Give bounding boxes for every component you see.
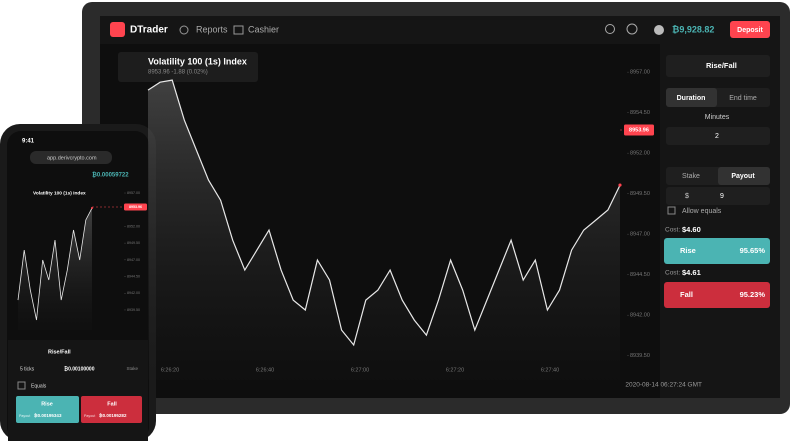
fall-label: Fall (680, 290, 693, 299)
phone-duration: 5 ticks (20, 366, 35, 372)
currency-symbol: $ (685, 193, 689, 200)
amount-input[interactable] (666, 187, 770, 205)
payout-tab: Payout (731, 173, 755, 180)
y-tick-label: 8939.50 (630, 353, 650, 359)
currency-icon (654, 25, 664, 35)
deposit-label: Deposit (737, 27, 763, 34)
phone-fall-payout: ₿0.00195282 (99, 412, 127, 418)
duration-value: 2 (715, 133, 719, 140)
phone-contract: Rise/Fall (48, 349, 71, 355)
nav-reports: Reports (196, 24, 228, 34)
x-tick-label: 6:26:20 (161, 367, 179, 373)
phone-time: 9:41 (22, 139, 35, 145)
duration-input[interactable] (666, 127, 770, 145)
phone-trade-panel (8, 340, 148, 441)
x-tick-label: 6:27:20 (446, 367, 464, 373)
phone-stake-label: Stake (126, 366, 138, 371)
rise-cost: $4.60 (682, 225, 701, 234)
allow-equals-checkbox[interactable] (667, 206, 676, 215)
y-tick-label: 8952.00 (127, 224, 140, 228)
phone-symbol-name: Volatility 100 (1s) Index (33, 190, 86, 196)
account-balance: ₿9,928.82 (672, 24, 714, 34)
fall-cost: $4.61 (682, 268, 701, 277)
header-bar (100, 16, 780, 44)
duration-tab: Duration (677, 95, 706, 102)
x-tick-label: 6:26:40 (256, 367, 274, 373)
duration-tab-active[interactable] (666, 88, 717, 107)
contract-type: Rise/Fall (706, 61, 737, 70)
allow-equals-label: Allow equals (682, 208, 722, 215)
y-tick-label: 8949.50 (127, 241, 140, 245)
rise-button[interactable] (664, 238, 770, 264)
equals-checkbox[interactable] (17, 381, 26, 390)
price-tag (124, 203, 147, 211)
cashier-icon (233, 25, 244, 35)
price-line (147, 79, 621, 347)
y-tick-label: 8947.00 (630, 232, 650, 238)
phone-equals: Equals (31, 383, 47, 389)
rise-cost-label: Cost: (665, 227, 680, 234)
phone-fall-payout-label: Payout (84, 414, 95, 418)
y-tick-label: 8939.50 (127, 308, 140, 312)
y-tick-label: 8957.00 (630, 70, 650, 76)
x-tick-label: 6:27:40 (541, 367, 559, 373)
y-tick-label: 8942.00 (630, 313, 650, 319)
app-name: DTrader (130, 25, 168, 36)
symbol-quote: 8953.96 -1.88 (0.02%) (148, 70, 208, 76)
phone-rise-payout: ₿0.00195343 (34, 412, 62, 418)
reports-icon (179, 25, 189, 35)
price-tag-label: 8953.96 (129, 205, 142, 209)
account-icon[interactable] (626, 23, 638, 35)
symbol-name: Volatility 100 (1s) Index (148, 56, 247, 66)
y-tick-label: 8944.50 (630, 272, 650, 278)
payout-tab-active[interactable] (718, 167, 770, 185)
y-tick-label: 8952.00 (630, 151, 650, 157)
y-tick-label: 8944.50 (127, 274, 140, 278)
price-tag-label: 8953.96 (629, 127, 649, 133)
fall-cost-label: Cost: (665, 270, 680, 277)
price-line (17, 207, 93, 321)
fall-button[interactable] (664, 282, 770, 308)
end-time-tab: End time (729, 95, 757, 102)
y-tick-label: 8947.00 (127, 258, 140, 262)
phone-rise: Rise (41, 401, 53, 407)
notification-icon[interactable] (605, 24, 615, 34)
rise-payout: 95.65% (740, 246, 766, 255)
phone-rise-payout-label: Payout (19, 414, 30, 418)
y-tick-label: 8949.50 (630, 191, 650, 197)
fall-payout: 95.23% (740, 290, 766, 299)
rise-label: Rise (680, 246, 696, 255)
phone-balance: ₿0.00059722 (92, 172, 129, 179)
symbol-selector[interactable] (118, 52, 258, 82)
last-price-dot (90, 207, 94, 210)
price-tag (624, 124, 654, 136)
nav-cashier: Cashier (248, 24, 279, 34)
phone-fall: Fall (107, 401, 117, 407)
deposit-button[interactable] (730, 21, 770, 38)
phone-stake: ₿0.00100000 (64, 365, 95, 372)
logo (110, 22, 125, 37)
url-bar[interactable] (30, 151, 112, 164)
phone-url: app.derivcrypto.com (47, 155, 97, 161)
amount-value: 9 (720, 193, 724, 200)
y-tick-label: 8954.50 (630, 110, 650, 116)
phone-fall-button[interactable] (81, 396, 142, 423)
stake-tab: Stake (682, 173, 700, 180)
duration-unit: Minutes (705, 114, 730, 121)
y-tick-label: 8942.00 (127, 291, 140, 295)
price-area (18, 208, 92, 330)
price-area (148, 80, 620, 380)
contract-selector[interactable] (666, 55, 770, 77)
x-tick-label: 6:27:00 (351, 367, 369, 373)
y-tick-label: 8957.00 (127, 191, 140, 195)
last-price-dot (618, 183, 622, 187)
phone-rise-button[interactable] (16, 396, 79, 423)
server-time: 2020-08-14 06:27:24 GMT (625, 382, 702, 389)
